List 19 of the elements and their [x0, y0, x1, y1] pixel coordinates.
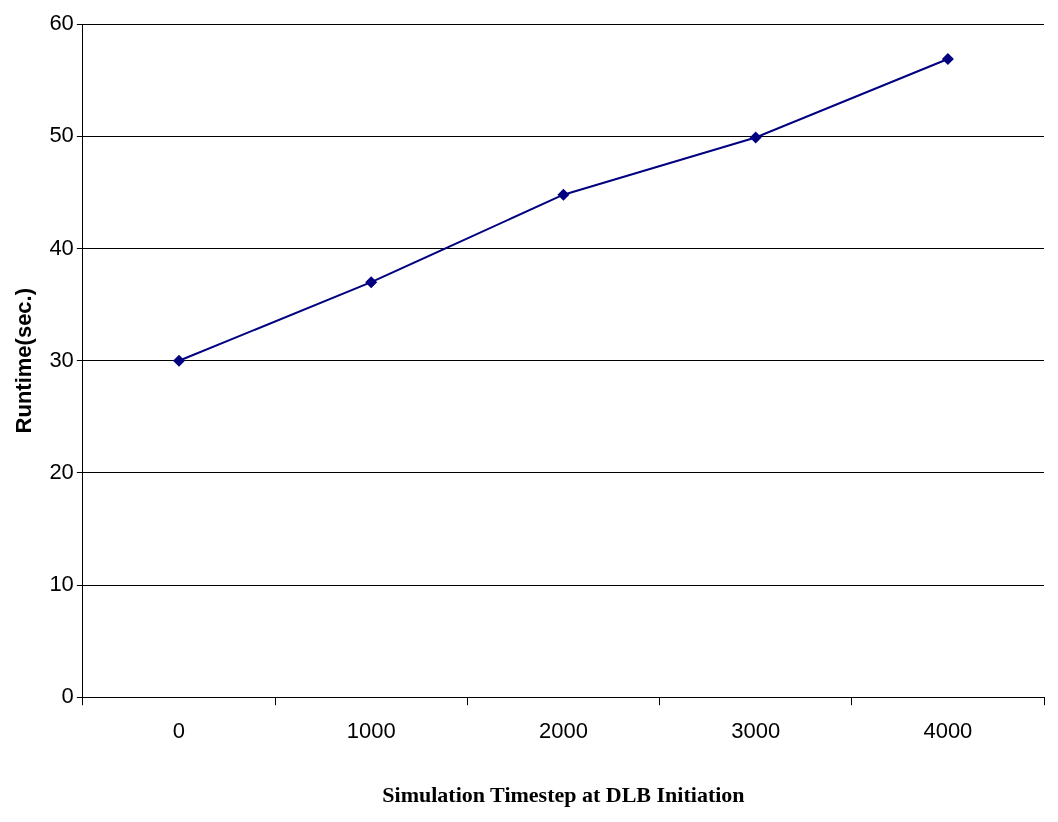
y-tick-label: 10 [49, 571, 74, 597]
x-tick-label: 0 [172, 718, 186, 744]
point [941, 52, 954, 65]
x-tick-label: 2000 [538, 718, 588, 744]
y-tick-label: 20 [49, 458, 74, 484]
x-tick-label: 1000 [346, 718, 396, 744]
point [557, 188, 570, 201]
x-axis-title: Simulation Timestep at DLB Initiation [382, 782, 745, 808]
y-tick-label: 50 [49, 122, 74, 148]
y-axis-title: Runtime(sec.) [11, 287, 37, 434]
y-tick-label: 40 [49, 234, 74, 260]
x-tick-label: 4000 [923, 718, 973, 744]
y-tick-label: 30 [49, 346, 74, 372]
point [172, 354, 185, 367]
y-tick-label: 60 [49, 10, 74, 36]
x-tick-label: 3000 [731, 718, 781, 744]
y-tick-label: 0 [61, 683, 74, 709]
point [749, 131, 762, 144]
point [365, 276, 378, 289]
